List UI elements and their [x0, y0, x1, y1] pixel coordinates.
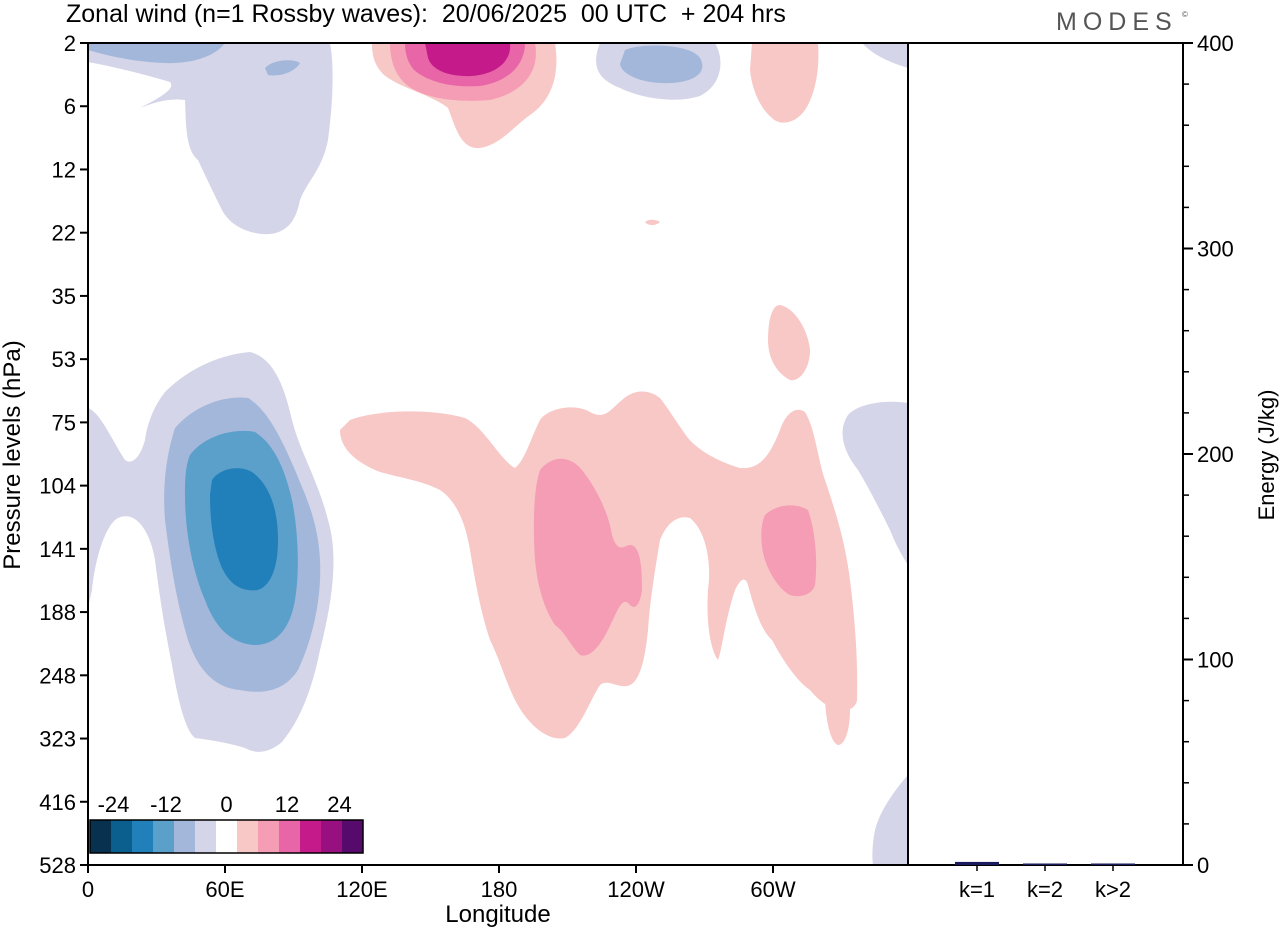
chart-title: Zonal wind (n=1 Rossby waves): 20/06/202… — [66, 0, 786, 28]
y-tick-label: 323 — [39, 727, 76, 752]
energy-tick-label: 300 — [1197, 237, 1234, 262]
energy-tick-label: 100 — [1197, 648, 1234, 673]
colorbar-swatch — [321, 820, 342, 853]
y-tick-label: 416 — [39, 790, 76, 815]
contour-neg-right-edge — [842, 401, 908, 565]
x-tick-label: 120E — [336, 877, 387, 902]
colorbar-swatch — [90, 820, 111, 853]
colorbar-legend: -24 -12 0 12 24 — [89, 792, 364, 854]
energy-axis-label: Energy (J/kg) — [1254, 390, 1279, 521]
energy-category-label: k=2 — [1027, 877, 1063, 902]
colorbar-swatch — [279, 820, 300, 853]
y-axis-label: Pressure levels (hPa) — [0, 340, 26, 569]
energy-bar — [1091, 863, 1135, 865]
brand-logo: MODES — [1056, 8, 1178, 36]
energy-tick-label: 400 — [1197, 31, 1234, 56]
colorbar-swatch — [153, 820, 174, 853]
energy-category-label: k=1 — [959, 877, 995, 902]
colorbar-swatch — [174, 820, 195, 853]
contour-field — [88, 43, 908, 865]
colorbar-swatch — [216, 820, 237, 853]
colorbar-swatch — [195, 820, 216, 853]
x-tick-label: 0 — [82, 877, 94, 902]
contour-pos-right-2 — [761, 505, 817, 597]
y-tick-label: 528 — [39, 853, 76, 878]
colorbar-swatch — [258, 820, 279, 853]
contour-pos-top-right — [750, 43, 819, 123]
x-tick-label: 60E — [205, 877, 244, 902]
y-tick-label: 188 — [39, 600, 76, 625]
contour-pos-central-2 — [533, 458, 642, 656]
colorbar-frame — [89, 819, 364, 854]
contour-neg-upper-left-core — [265, 60, 300, 76]
energy-axis-ticks: 0 100 200 300 400 — [1183, 31, 1234, 878]
y-tick-label: 22 — [52, 221, 76, 246]
contour-neg-top-far-right — [862, 43, 908, 68]
energy-bar — [1023, 863, 1067, 865]
contour-neg-bottom-right — [872, 775, 908, 865]
contour-neg-upper-left — [88, 43, 333, 235]
contour-neg-top-left-edge — [88, 43, 225, 64]
contour-pos-right-tail — [819, 640, 850, 745]
energy-bar — [955, 861, 999, 865]
x-axis-label: Longitude — [445, 901, 550, 928]
energy-category-labels: k=1 k=2 k>2 — [959, 865, 1131, 902]
energy-category-label: k>2 — [1095, 877, 1131, 902]
x-tick-label: 60W — [750, 877, 795, 902]
x-tick-label: 120W — [607, 877, 665, 902]
y-tick-label: 12 — [52, 157, 76, 182]
y-tick-label: 104 — [39, 474, 76, 499]
contour-pos-tiny — [645, 219, 660, 225]
colorbar-swatch — [237, 820, 258, 853]
brand-copyright-mark: © — [1182, 10, 1188, 19]
colorbar-tick-label: 0 — [220, 792, 232, 817]
contour-neg-top-right-2 — [620, 45, 703, 84]
colorbar-swatch — [111, 820, 132, 853]
colorbar-tick-label: 24 — [327, 792, 351, 817]
colorbar-tick-label: 12 — [275, 792, 299, 817]
colorbar-tick-label: -24 — [98, 792, 130, 817]
contour-neg-mid-left-4 — [210, 468, 278, 591]
y-tick-label: 2 — [64, 31, 76, 56]
energy-bars — [955, 861, 1135, 865]
x-tick-label: 180 — [481, 877, 518, 902]
y-tick-label: 248 — [39, 663, 76, 688]
y-axis-ticks: 2 6 12 22 35 53 75 104 141 188 248 323 416 528 — [39, 31, 88, 878]
colorbar-swatch — [300, 820, 321, 853]
x-axis-ticks: 0 60E 120E 180 120W 60W — [82, 865, 796, 902]
y-tick-label: 141 — [39, 537, 76, 562]
energy-tick-label: 200 — [1197, 442, 1234, 467]
colorbar-swatch — [342, 820, 363, 853]
y-tick-label: 53 — [52, 347, 76, 372]
y-tick-label: 75 — [52, 410, 76, 435]
y-tick-label: 35 — [52, 284, 76, 309]
contour-pos-top-4 — [425, 43, 511, 77]
energy-tick-label: 0 — [1197, 853, 1209, 878]
y-tick-label: 6 — [64, 94, 76, 119]
contour-pos-small — [768, 305, 810, 381]
colorbar-tick-label: -12 — [150, 792, 182, 817]
colorbar-swatch — [132, 820, 153, 853]
energy-panel-frame — [908, 42, 1184, 866]
